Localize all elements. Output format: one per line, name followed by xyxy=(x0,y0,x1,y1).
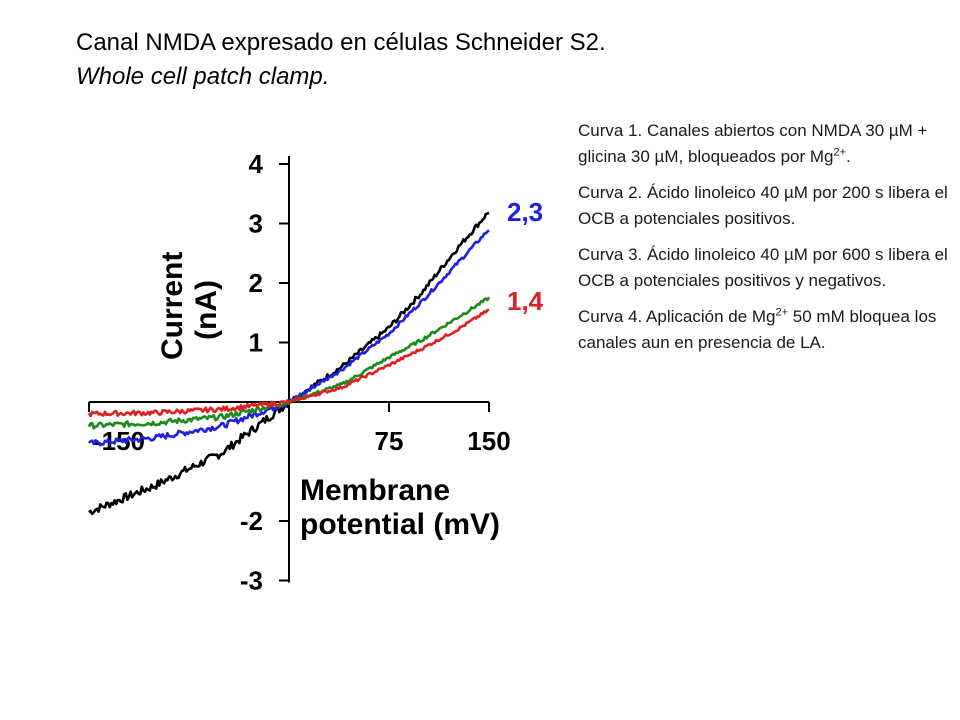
page-title: Canal NMDA expresado en células Schneide… xyxy=(76,26,606,94)
y-axis-label: Current xyxy=(156,252,189,360)
y-axis-label-2: (nA) xyxy=(190,280,223,340)
x-tick-label: 150 xyxy=(467,426,510,456)
curve-label-1: 2,3 xyxy=(507,197,543,227)
y-tick-label: 3 xyxy=(249,209,263,239)
title-line-2: Whole cell patch clamp. xyxy=(76,63,330,90)
title-line-1: Canal NMDA expresado en células Schneide… xyxy=(76,29,606,56)
x-axis-label-2: potential (mV) xyxy=(300,508,500,541)
note-curve-2: Curva 2. Ácido linoleico 40 µM por 200 s… xyxy=(578,183,948,228)
series-line-3 xyxy=(87,296,491,430)
note-curve-4: Curva 4. Aplicación de Mg2+ 50 mM bloque… xyxy=(578,306,937,352)
y-tick-label: -2 xyxy=(240,506,263,536)
chart-curves xyxy=(87,211,491,516)
note-curve-3: Curva 3. Ácido linoleico 40 µM por 600 s… xyxy=(578,245,948,290)
series-line-4 xyxy=(87,308,490,418)
y-tick-label: 4 xyxy=(249,149,264,179)
curve-notes: Curva 1. Canales abiertos con NMDA 30 µM… xyxy=(578,118,948,366)
y-tick-label: 1 xyxy=(249,328,263,358)
curve-label-2: 1,4 xyxy=(507,286,544,316)
x-tick-label: 75 xyxy=(375,426,404,456)
y-tick-label: 2 xyxy=(249,268,263,298)
note-curve-1: Curva 1. Canales abiertos con NMDA 30 µM… xyxy=(578,121,928,166)
x-axis-label: Membrane xyxy=(300,474,450,507)
y-tick-label: -3 xyxy=(240,566,263,596)
